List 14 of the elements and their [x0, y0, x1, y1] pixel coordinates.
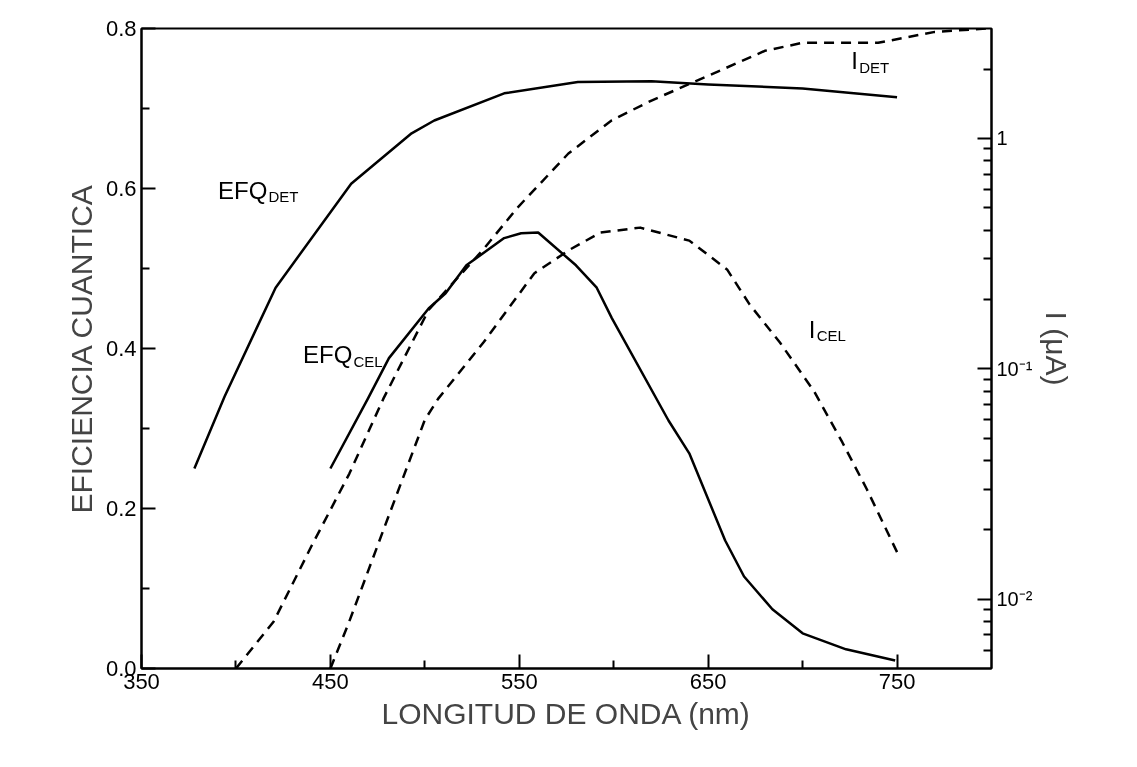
y2-tick-label: 10⁻¹ [996, 357, 1033, 380]
y-tick-label: 0.2 [105, 496, 137, 521]
y-tick-label: 0.8 [105, 16, 137, 41]
y-tick-label: 0.4 [105, 336, 137, 361]
x-tick-label: 650 [689, 668, 727, 694]
y2-tick-label: 1 [996, 127, 1008, 150]
x-tick-label: 750 [878, 668, 916, 694]
y2-axis-title: I (μA) [1040, 311, 1074, 386]
x-axis-title: LONGITUD DE ONDA (nm) [381, 696, 750, 730]
y-tick-label: 0.6 [105, 176, 137, 201]
x-tick-label: 450 [312, 668, 349, 694]
x-tick-label: 550 [500, 668, 538, 694]
y2-tick-label: 10⁻² [996, 588, 1033, 611]
y-axis-title: EFICIENCIA CUANTICA [64, 185, 98, 514]
